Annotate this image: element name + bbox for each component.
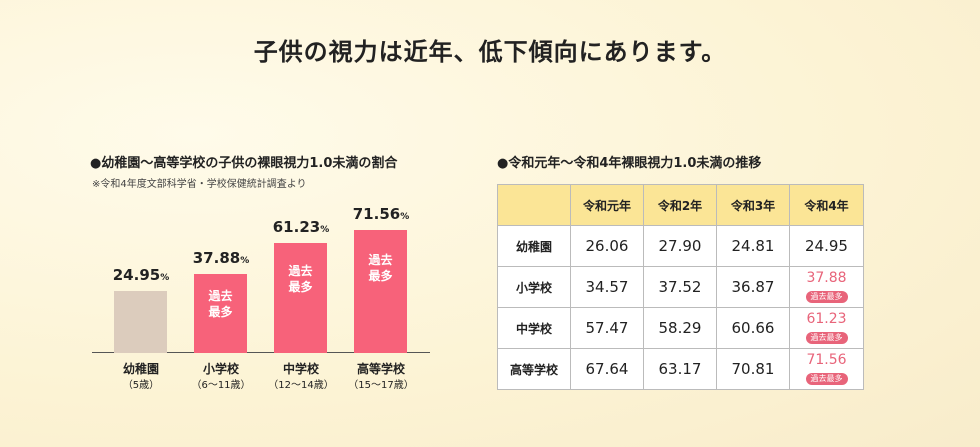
record-high-badge: 過去最多 xyxy=(805,332,848,344)
bar-badge-label: 過去最多 xyxy=(208,289,233,320)
cell-value-highlight: 71.56 xyxy=(806,352,847,368)
data-label-value: 37.88 xyxy=(192,248,241,267)
data-label: 24.95% xyxy=(96,266,186,284)
bar xyxy=(114,290,167,353)
bar-badge-label: 過去最多 xyxy=(288,264,313,295)
page-title: 子供の視力は近年、低下傾向にあります。 xyxy=(253,38,727,66)
data-label-unit: % xyxy=(240,255,250,266)
data-label-value: 61.23 xyxy=(272,218,321,237)
row-header: 幼稚園 xyxy=(497,225,571,267)
table-cell: 70.81 xyxy=(716,348,790,390)
bar: 過去最多 xyxy=(194,273,247,353)
chart-title: ●幼稚園〜高等学校の子供の裸眼視力1.0未満の割合 xyxy=(90,156,398,171)
x-axis-line xyxy=(92,352,430,353)
table-cell: 71.56 過去最多 xyxy=(789,348,864,390)
table-row: 幼稚園 26.06 27.90 24.81 24.95 xyxy=(497,225,864,267)
x-tick-label: 小学校 xyxy=(202,362,239,376)
table-cell: 26.06 xyxy=(570,225,644,267)
column-header: 令和3年 xyxy=(716,184,790,226)
table-cell: 27.90 xyxy=(643,225,717,267)
table-row: 小学校 34.57 37.52 36.87 37.88 過去最多 xyxy=(497,266,864,308)
table-cell: 37.52 xyxy=(643,266,717,308)
table-cell: 36.87 xyxy=(716,266,790,308)
chart-source-note: ※令和4年度文部科学省・学校保健統計調査より xyxy=(92,179,307,190)
row-header: 中学校 xyxy=(497,307,571,349)
table-cell: 57.47 xyxy=(570,307,644,349)
data-label: 71.56% xyxy=(336,205,426,223)
row-header: 高等学校 xyxy=(497,348,571,390)
bar: 過去最多 xyxy=(354,229,407,353)
cell-value-highlight: 37.88 xyxy=(806,270,847,286)
data-label-unit: % xyxy=(320,225,330,236)
row-header: 小学校 xyxy=(497,266,571,308)
column-header: 令和元年 xyxy=(570,184,644,226)
x-tick-label: 中学校 xyxy=(282,362,319,376)
x-tick-sublabel: （15〜17歳） xyxy=(348,380,414,391)
table-row: 中学校 57.47 58.29 60.66 61.23 過去最多 xyxy=(497,307,864,349)
data-label: 61.23% xyxy=(256,218,346,236)
x-tick-label: 高等学校 xyxy=(356,362,405,376)
x-tick-sublabel: （6〜11歳） xyxy=(191,380,251,391)
table-cell: 34.57 xyxy=(570,266,644,308)
column-header xyxy=(497,184,571,226)
data-label-value: 71.56 xyxy=(352,204,401,223)
data-label: 37.88% xyxy=(176,249,266,267)
column-header: 令和2年 xyxy=(643,184,717,226)
table-cell: 61.23 過去最多 xyxy=(789,307,864,349)
trend-table: 令和元年 令和2年 令和3年 令和4年 幼稚園 26.06 27.90 24.81 24.95… xyxy=(497,184,864,390)
x-tick-sublabel: （5歳） xyxy=(122,380,160,391)
data-label-unit: % xyxy=(160,272,170,283)
table-cell: 58.29 xyxy=(643,307,717,349)
table-cell: 37.88 過去最多 xyxy=(789,266,864,308)
bar-badge-label: 過去最多 xyxy=(368,253,393,284)
table-row: 高等学校 67.64 63.17 70.81 71.56 過去最多 xyxy=(497,348,864,390)
bar-chart: 24.95% 幼稚園 （5歳） 過去最多 37.88% 小学校 （6〜11歳） 過去最多 61.… xyxy=(80,190,430,400)
table-cell: 60.66 xyxy=(716,307,790,349)
table-title: ●令和元年〜令和4年裸眼視力1.0未満の推移 xyxy=(497,156,762,171)
table-cell: 24.95 xyxy=(789,225,864,267)
table-cell: 67.64 xyxy=(570,348,644,390)
record-high-badge: 過去最多 xyxy=(805,291,848,303)
x-tick-sublabel: （12〜14歳） xyxy=(268,380,334,391)
table-cell: 63.17 xyxy=(643,348,717,390)
column-header: 令和4年 xyxy=(789,184,864,226)
table-header-row: 令和元年 令和2年 令和3年 令和4年 xyxy=(497,184,864,226)
record-high-badge: 過去最多 xyxy=(805,373,848,385)
table-cell: 24.81 xyxy=(716,225,790,267)
cell-value-highlight: 61.23 xyxy=(806,311,847,327)
x-tick-label: 幼稚園 xyxy=(122,362,159,376)
bar: 過去最多 xyxy=(274,243,327,353)
data-label-value: 24.95 xyxy=(112,265,161,284)
data-label-unit: % xyxy=(400,211,410,222)
